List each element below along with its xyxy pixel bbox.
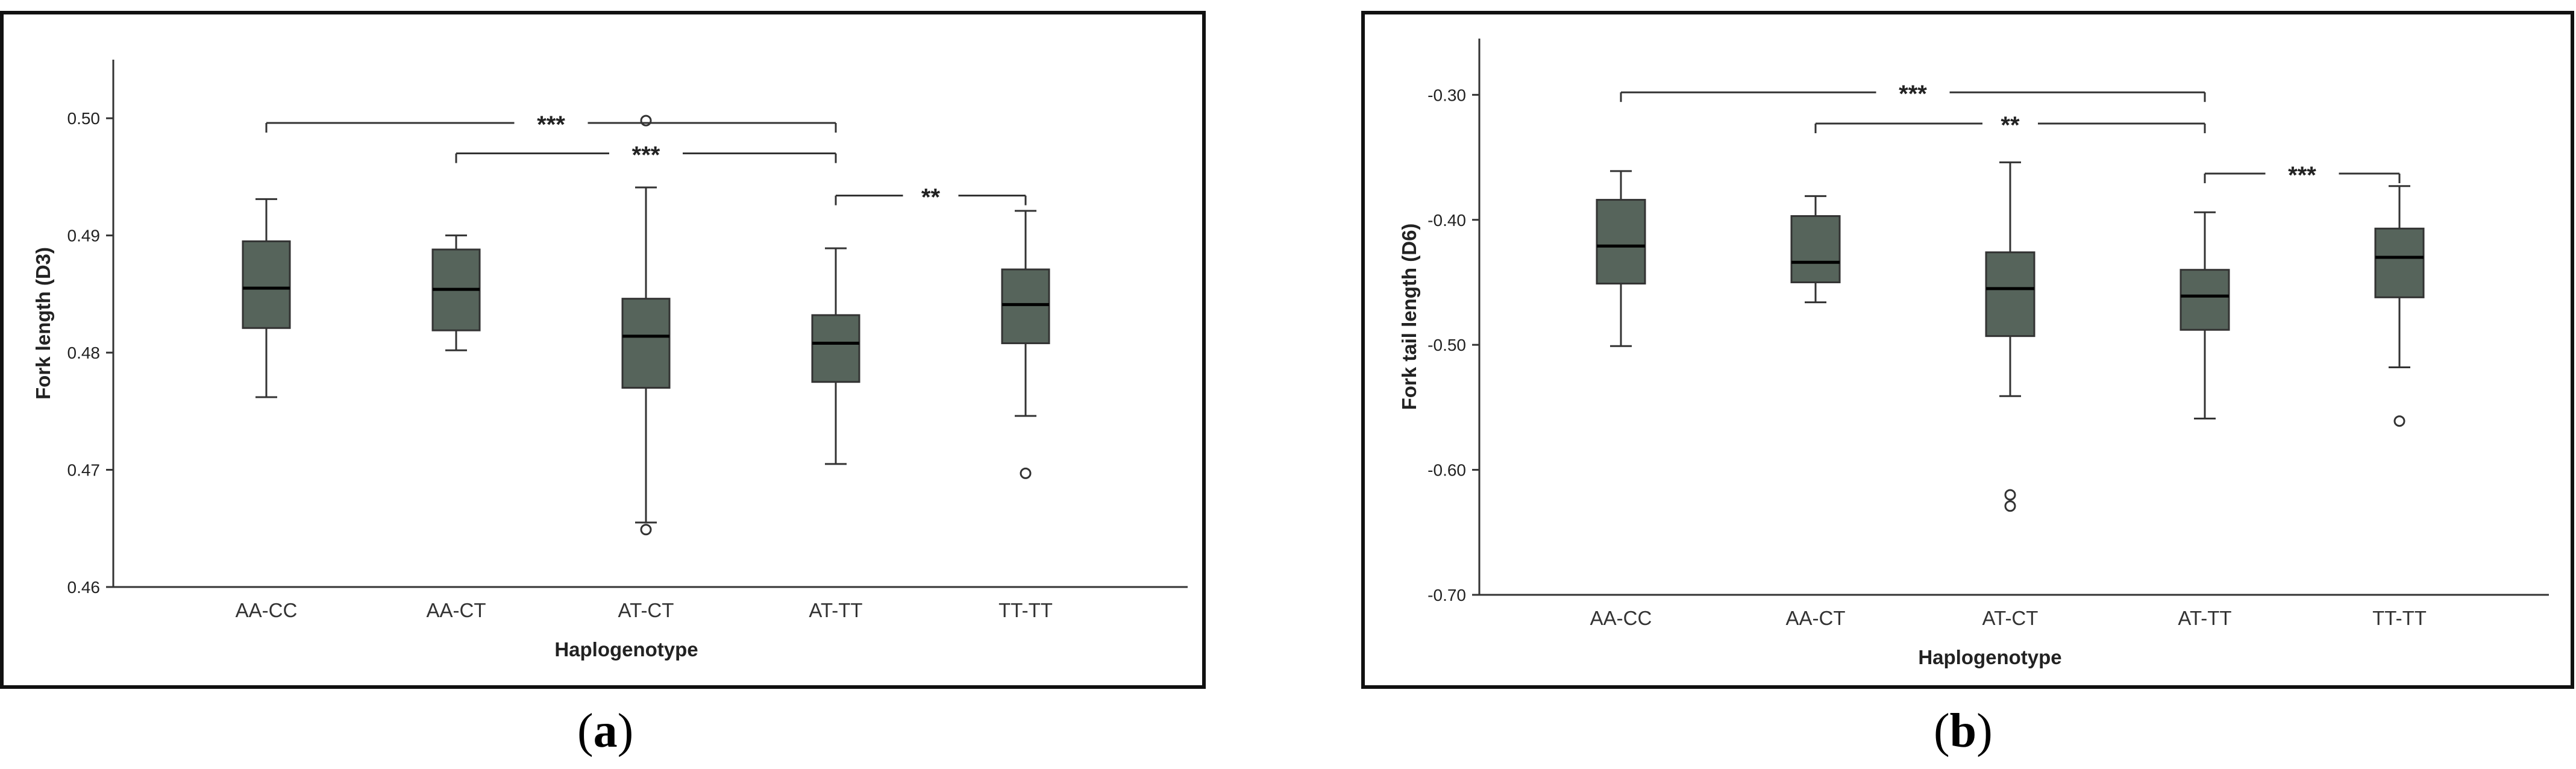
x-tick-label: TT-TT [998, 599, 1053, 621]
y-tick-label: 0.47 [67, 461, 101, 480]
y-tick-label: -0.70 [1427, 586, 1466, 604]
chart-panel-a: 0.46 0.47 0.48 0.49 0.50 Fork length (D3) Hapl… [0, 11, 1206, 689]
outlier-point [1020, 467, 1032, 479]
significance-label: *** [1899, 81, 1927, 107]
box-at-ct [621, 298, 671, 389]
x-axis-title: Haplogenotype [554, 638, 698, 661]
box-aa-ct [1790, 215, 1841, 283]
y-tick-label: 0.49 [67, 227, 101, 245]
significance-label: *** [632, 142, 660, 169]
significance-label: *** [2288, 162, 2316, 189]
box-at-ct [1985, 251, 2035, 337]
caption-b-letter: b [1949, 705, 1977, 758]
box-at-tt [811, 314, 860, 383]
outlier-point [640, 524, 652, 536]
y-tick-label: -0.30 [1427, 86, 1466, 104]
x-tick-label: AA-CT [427, 599, 486, 621]
y-axis-title: Fork length (D3) [32, 247, 54, 400]
caption-b: (b) [1934, 705, 1993, 758]
box-tt-tt [1001, 268, 1050, 345]
x-tick-label: AA-CC [236, 599, 298, 621]
x-axis-title: Haplogenotype [1918, 646, 2061, 668]
y-tick-label: 0.48 [67, 344, 101, 362]
outlier-point [2004, 500, 2016, 512]
chart-panel-b: -0.30 -0.40 -0.50 -0.60 -0.70 Fork tail lengt… [1361, 11, 2574, 689]
box-at-tt [2180, 269, 2230, 331]
y-tick-label: 0.46 [67, 578, 101, 597]
outlier-point [2004, 489, 2016, 501]
y-tick-label: -0.40 [1427, 211, 1466, 230]
outlier-point [640, 115, 652, 127]
y-tick-label: -0.60 [1427, 461, 1466, 480]
box-tt-tt [2374, 227, 2425, 298]
boxplot-b: -0.30 -0.40 -0.50 -0.60 -0.70 Fork tail lengt… [1398, 39, 2549, 668]
significance-label: ** [2001, 112, 2020, 139]
outlier-point [2393, 415, 2405, 427]
y-tick-label: 0.50 [67, 109, 101, 128]
significance-label: *** [537, 111, 565, 138]
y-tick-label: -0.50 [1427, 336, 1466, 354]
y-axis-title: Fork tail length (D6) [1398, 224, 1420, 410]
boxplot-a: 0.46 0.47 0.48 0.49 0.50 Fork length (D3) Hapl… [32, 60, 1188, 661]
x-tick-label: AT-TT [2178, 607, 2231, 629]
x-tick-label: AA-CT [1786, 607, 1846, 629]
caption-a: (a) [577, 705, 634, 758]
x-tick-label: AT-CT [618, 599, 674, 621]
x-tick-label: AT-TT [809, 599, 862, 621]
x-tick-label: AT-CT [1982, 607, 2039, 629]
box-aa-cc [242, 240, 291, 329]
x-tick-label: AA-CC [1590, 607, 1652, 629]
x-tick-label: TT-TT [2372, 607, 2427, 629]
box-aa-cc [1596, 199, 1646, 285]
caption-a-letter: a [593, 705, 618, 758]
significance-label: ** [921, 184, 941, 211]
